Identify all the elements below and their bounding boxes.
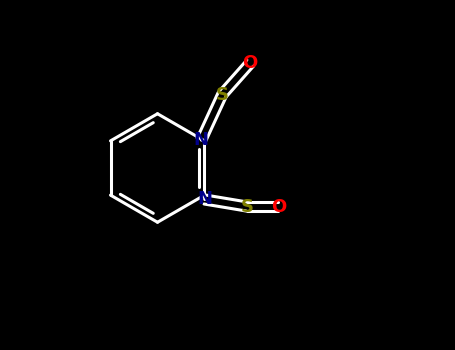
Text: S: S [216,85,229,104]
Text: O: O [271,197,286,216]
Text: N: N [197,190,212,209]
Text: O: O [243,54,258,72]
Text: S: S [240,197,253,216]
Text: N: N [194,131,209,149]
